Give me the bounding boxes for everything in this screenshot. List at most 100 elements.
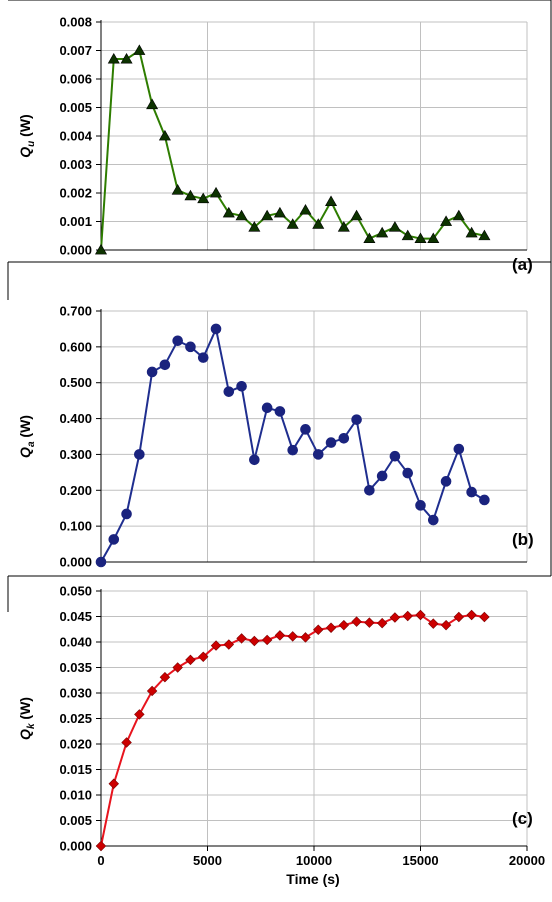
data-point bbox=[223, 639, 235, 650]
data-point bbox=[415, 609, 426, 621]
data-point bbox=[121, 508, 132, 520]
data-point bbox=[478, 229, 491, 241]
y-tick-label: 0.400 bbox=[59, 411, 92, 426]
y-axis-title: Qu (W) bbox=[17, 114, 37, 157]
x-tick-label: 0 bbox=[97, 853, 104, 868]
data-point bbox=[401, 229, 414, 241]
data-point bbox=[210, 640, 222, 651]
data-point bbox=[325, 195, 338, 206]
data-point bbox=[236, 380, 247, 392]
data-point bbox=[453, 443, 465, 455]
y-tick-label: 0.001 bbox=[59, 214, 92, 229]
data-point bbox=[120, 52, 133, 64]
data-point bbox=[414, 232, 427, 244]
y-tick-label: 0.030 bbox=[59, 686, 92, 701]
y-tick-label: 0.045 bbox=[59, 609, 92, 624]
data-point bbox=[108, 534, 120, 545]
data-point bbox=[172, 335, 183, 347]
y-tick-label: 0.600 bbox=[59, 339, 92, 354]
panel-label: (b) bbox=[512, 530, 534, 549]
data-point bbox=[197, 192, 210, 204]
y-tick-label: 0.040 bbox=[59, 635, 92, 650]
data-point bbox=[223, 386, 235, 397]
data-point bbox=[351, 414, 362, 425]
data-point bbox=[427, 514, 439, 526]
data-point bbox=[325, 437, 337, 448]
data-point bbox=[274, 406, 286, 417]
data-point bbox=[465, 226, 478, 238]
y-tick-label: 0.003 bbox=[59, 157, 92, 172]
data-point bbox=[466, 486, 477, 498]
data-point bbox=[261, 209, 274, 221]
y-tick-label: 0.000 bbox=[59, 243, 92, 258]
x-axis-title: Time (s) bbox=[286, 871, 339, 887]
data-point bbox=[159, 671, 171, 683]
x-tick-label: 5000 bbox=[193, 853, 222, 868]
x-tick-label: 10000 bbox=[296, 853, 332, 868]
y-tick-label: 0.005 bbox=[59, 100, 92, 115]
data-point bbox=[338, 619, 350, 631]
y-tick-label: 0.008 bbox=[59, 15, 92, 30]
y-tick-label: 0.015 bbox=[59, 762, 92, 777]
data-point bbox=[159, 359, 171, 371]
data-point bbox=[222, 206, 235, 218]
data-point bbox=[134, 709, 145, 720]
data-point bbox=[427, 232, 440, 244]
data-point bbox=[249, 454, 260, 466]
y-axis-title-symbol: Q bbox=[17, 729, 33, 740]
data-point bbox=[376, 226, 389, 238]
chart-panel-b: 0.000 0.100 0.200 0.300 0.400 0.500 0.600 0.700… bbox=[17, 304, 534, 570]
chart-panel-c: 0.000 0.005 0.010 0.015 0.020 0.025 0.030 0.035… bbox=[17, 584, 545, 888]
data-point bbox=[299, 203, 312, 215]
data-point bbox=[389, 450, 401, 462]
data-point bbox=[350, 209, 363, 221]
data-point bbox=[440, 215, 453, 226]
data-point bbox=[94, 243, 108, 255]
data-point bbox=[402, 610, 413, 622]
panel-label: (c) bbox=[512, 809, 533, 828]
data-point bbox=[248, 221, 261, 232]
data-point bbox=[376, 470, 388, 482]
data-point bbox=[146, 366, 158, 378]
data-point bbox=[198, 651, 209, 663]
data-point bbox=[121, 737, 132, 748]
y-axis-title-subscript: a bbox=[26, 441, 37, 447]
y-tick-label: 0.005 bbox=[59, 813, 92, 828]
panel-label: (a) bbox=[512, 255, 533, 274]
series-line bbox=[100, 613, 485, 847]
data-point bbox=[363, 232, 376, 244]
data-point bbox=[108, 778, 120, 790]
y-tick-label: 0.000 bbox=[59, 839, 92, 854]
y-tick-label: 0.002 bbox=[59, 186, 92, 201]
data-point bbox=[479, 611, 490, 623]
y-axis-title-symbol: Q bbox=[17, 147, 33, 158]
data-point bbox=[261, 634, 273, 646]
y-axis-title-subscript: u bbox=[26, 141, 37, 147]
data-point bbox=[95, 556, 107, 568]
data-point bbox=[402, 467, 414, 479]
data-point bbox=[337, 221, 350, 232]
data-point bbox=[376, 617, 388, 629]
data-point bbox=[274, 630, 286, 641]
data-point bbox=[236, 633, 247, 644]
data-point bbox=[146, 98, 159, 110]
y-tick-label: 0.006 bbox=[59, 72, 92, 87]
y-tick-label: 0.035 bbox=[59, 660, 92, 675]
y-axis-title-unit: (W) bbox=[17, 114, 33, 140]
x-tick-label: 20000 bbox=[509, 853, 545, 868]
data-point bbox=[107, 52, 120, 64]
y-axis-title: Qa (W) bbox=[17, 415, 37, 458]
data-point bbox=[325, 622, 337, 633]
data-point bbox=[287, 631, 298, 642]
data-point bbox=[273, 206, 286, 218]
y-axis-title-unit: (W) bbox=[17, 415, 33, 441]
y-tick-label: 0.700 bbox=[59, 304, 92, 319]
data-point bbox=[261, 402, 273, 414]
x-tick-label: 15000 bbox=[402, 853, 438, 868]
chart-panel-a: 0.000 0.001 0.002 0.003 0.004 0.005 0.006 0.007… bbox=[17, 15, 533, 275]
data-point bbox=[300, 424, 311, 435]
data-point bbox=[351, 616, 362, 627]
data-point bbox=[312, 449, 324, 460]
y-tick-label: 0.004 bbox=[59, 129, 92, 144]
